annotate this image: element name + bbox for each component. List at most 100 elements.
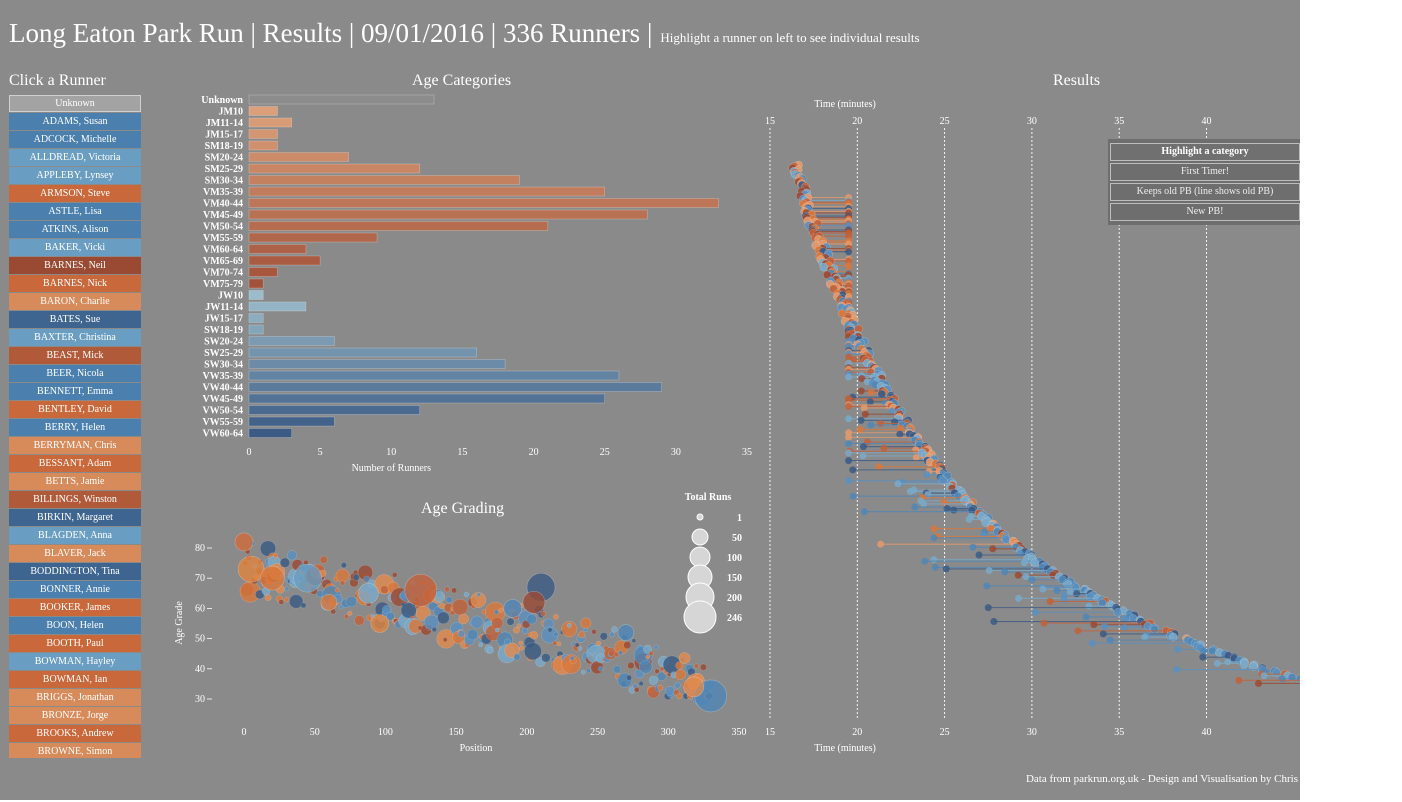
- runner-item[interactable]: BOWMAN, Ian: [9, 671, 141, 688]
- runner-point[interactable]: [633, 686, 640, 693]
- runner-item[interactable]: ASTLE, Lisa: [9, 203, 141, 220]
- category-bar[interactable]: [248, 140, 278, 151]
- runner-point[interactable]: [598, 666, 604, 672]
- category-bar[interactable]: [248, 209, 648, 220]
- result-point[interactable]: [1097, 598, 1107, 608]
- runner-point[interactable]: [683, 676, 705, 698]
- category-bar[interactable]: [248, 336, 335, 346]
- runner-item[interactable]: BARNES, Nick: [9, 275, 141, 292]
- runner-point[interactable]: [648, 650, 654, 656]
- runner-point[interactable]: [518, 640, 524, 646]
- runner-point[interactable]: [626, 674, 632, 681]
- runner-point[interactable]: [612, 665, 622, 674]
- runner-point[interactable]: [664, 685, 675, 696]
- runner-point[interactable]: [654, 668, 660, 674]
- runner-point[interactable]: [627, 661, 635, 670]
- runner-point[interactable]: [445, 596, 453, 604]
- runner-point[interactable]: [370, 614, 390, 633]
- runner-point[interactable]: [617, 624, 635, 641]
- runner-point[interactable]: [293, 563, 322, 593]
- runner-point[interactable]: [561, 621, 578, 638]
- runner-point[interactable]: [278, 599, 284, 605]
- runner-point[interactable]: [526, 613, 537, 625]
- runner-point[interactable]: [259, 565, 285, 591]
- runner-list[interactable]: Unknown ADAMS, Susan ADCOCK, Michelle ALLDR…: [9, 95, 141, 758]
- category-bar[interactable]: [248, 267, 278, 277]
- runner-point[interactable]: [591, 629, 597, 635]
- runner-point[interactable]: [289, 594, 304, 609]
- category-bar[interactable]: [248, 175, 520, 185]
- runner-point[interactable]: [259, 540, 276, 557]
- runner-point[interactable]: [352, 573, 360, 581]
- result-point[interactable]: [1030, 558, 1039, 567]
- runner-point[interactable]: [657, 671, 667, 682]
- runner-point[interactable]: [609, 631, 616, 638]
- runner-point[interactable]: [639, 660, 653, 674]
- runner-point[interactable]: [643, 644, 653, 654]
- category-bar[interactable]: [248, 221, 549, 231]
- runner-point[interactable]: [522, 591, 546, 614]
- runner-point[interactable]: [574, 642, 580, 648]
- runner-point[interactable]: [577, 646, 583, 651]
- runner-point[interactable]: [335, 568, 350, 583]
- runner-point[interactable]: [237, 555, 265, 583]
- first-timer-button[interactable]: First Timer!: [1110, 163, 1300, 181]
- runner-point[interactable]: [516, 623, 522, 629]
- runner-point[interactable]: [476, 592, 482, 598]
- result-point[interactable]: [1150, 625, 1159, 634]
- runner-point[interactable]: [495, 627, 500, 633]
- runner-point[interactable]: [503, 599, 523, 618]
- category-bar[interactable]: [248, 290, 264, 300]
- runner-point[interactable]: [596, 640, 602, 646]
- runner-point[interactable]: [343, 614, 349, 620]
- runner-point[interactable]: [541, 653, 551, 663]
- runner-point[interactable]: [653, 644, 659, 650]
- category-bar[interactable]: [248, 347, 477, 358]
- runner-point[interactable]: [513, 653, 521, 661]
- runner-item[interactable]: BESSANT, Adam: [9, 455, 141, 472]
- runner-point[interactable]: [470, 615, 484, 629]
- runner-item[interactable]: BROOKS, Andrew: [9, 725, 141, 742]
- runner-point[interactable]: [493, 609, 499, 615]
- runner-point[interactable]: [354, 615, 365, 626]
- category-bar[interactable]: [248, 278, 264, 289]
- category-bar[interactable]: [248, 428, 292, 438]
- runner-point[interactable]: [553, 614, 559, 620]
- runner-point[interactable]: [674, 681, 681, 689]
- runner-item[interactable]: ARMSON, Steve: [9, 185, 141, 202]
- runner-point[interactable]: [578, 631, 586, 639]
- runner-item[interactable]: BOWMAN, Hayley: [9, 653, 141, 670]
- runner-point[interactable]: [391, 572, 398, 578]
- runner-point[interactable]: [676, 692, 683, 700]
- category-bar[interactable]: [248, 405, 421, 415]
- runner-point[interactable]: [338, 604, 344, 610]
- runner-item[interactable]: BROWNE, Simon: [9, 743, 141, 758]
- runner-point[interactable]: [358, 583, 379, 604]
- runner-item[interactable]: ATKINS, Alison: [9, 221, 141, 238]
- runner-item[interactable]: BERRYMAN, Chris: [9, 437, 141, 454]
- category-bar[interactable]: [248, 301, 307, 312]
- runner-point[interactable]: [380, 585, 389, 595]
- runner-point[interactable]: [547, 627, 553, 633]
- runner-point[interactable]: [645, 654, 651, 660]
- runner-item[interactable]: BODDINGTON, Tina: [9, 563, 141, 580]
- runner-item[interactable]: BAXTER, Christina: [9, 329, 141, 346]
- runner-point[interactable]: [264, 594, 272, 601]
- runner-item[interactable]: BAKER, Vicki: [9, 239, 141, 256]
- category-bar[interactable]: [248, 129, 278, 139]
- runner-point[interactable]: [657, 684, 664, 691]
- result-point[interactable]: [1168, 632, 1178, 642]
- category-bar[interactable]: [248, 163, 421, 174]
- runner-item[interactable]: BRONZE, Jorge: [9, 707, 141, 724]
- runner-point[interactable]: [437, 611, 450, 625]
- runner-item[interactable]: BIRKIN, Margaret: [9, 509, 141, 526]
- runner-point[interactable]: [404, 573, 438, 607]
- runner-item[interactable]: BOON, Helen: [9, 617, 141, 634]
- runner-point[interactable]: [457, 629, 466, 638]
- runner-point[interactable]: [284, 586, 290, 592]
- runner-point[interactable]: [529, 631, 539, 640]
- runner-point[interactable]: [611, 626, 618, 633]
- runner-item[interactable]: BOOKER, James: [9, 599, 141, 616]
- runner-item[interactable]: BILLINGS, Winston: [9, 491, 141, 508]
- runner-point[interactable]: [580, 617, 592, 629]
